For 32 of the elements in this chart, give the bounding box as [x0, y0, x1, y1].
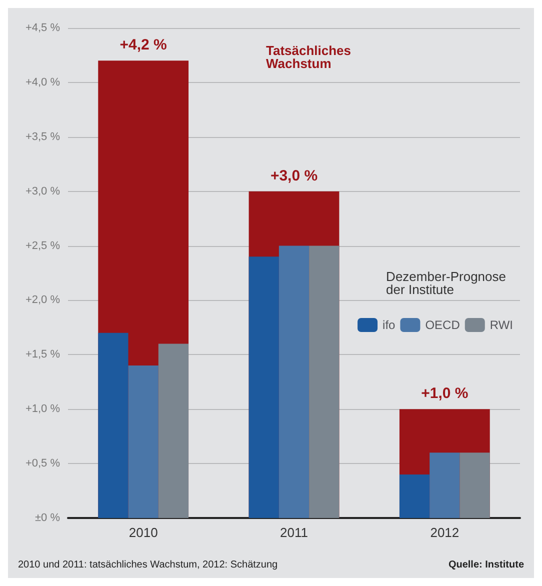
bar [278, 246, 310, 518]
legend-title: Dezember-Prognose der Institute [386, 269, 506, 297]
bar [158, 344, 189, 518]
legend-label: RWI [490, 318, 513, 332]
annotation: Tatsächliches Wachstum [266, 43, 352, 71]
y-tick-label: +3,5 % [25, 130, 60, 143]
text: 2010 und 2011: tatsächliches Wachstum, 2012: Schätzung [18, 560, 278, 570]
data-label: +4,2 % [120, 36, 167, 54]
bar [128, 366, 158, 518]
bar [460, 452, 490, 518]
y-tick-label: +1,0 % [25, 403, 60, 416]
bar [399, 474, 430, 518]
bar [248, 256, 279, 518]
x-tick-label: 2010 [128, 525, 158, 540]
data-label: +1,0 % [421, 385, 468, 402]
y-tick-label: +0,5 % [25, 458, 60, 470]
y-tick-label: +1,5 % [25, 348, 60, 361]
x-tick-label: 2012 [430, 525, 460, 540]
source-note: Quelle: Institute [448, 560, 524, 570]
bar [430, 452, 460, 518]
legend-label: ifo [382, 318, 396, 332]
bar [98, 332, 128, 518]
bar [309, 246, 340, 518]
data-label: +3,0 % [270, 167, 318, 184]
y-tick-label: +3,0 % [25, 185, 60, 198]
y-tick-label: +4,5 % [25, 22, 60, 34]
x-tick-label: 2011 [280, 525, 308, 540]
y-tick-label: +2,0 % [25, 294, 60, 306]
y-tick-label: +2,5 % [25, 240, 60, 252]
y-tick-label: ±0 % [35, 512, 60, 524]
legend-label: OECD [425, 318, 460, 332]
y-tick-label: +4,0 % [25, 76, 60, 88]
